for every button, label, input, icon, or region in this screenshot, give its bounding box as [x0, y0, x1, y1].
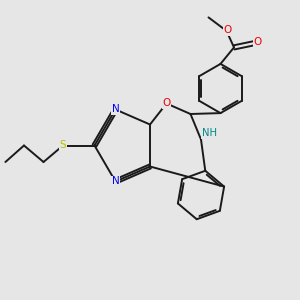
Text: O: O [254, 37, 262, 47]
Text: O: O [224, 25, 232, 35]
Text: N: N [112, 104, 119, 115]
Text: N: N [112, 176, 119, 187]
Text: S: S [60, 140, 66, 151]
Text: O: O [162, 98, 171, 109]
Text: NH: NH [202, 128, 217, 138]
